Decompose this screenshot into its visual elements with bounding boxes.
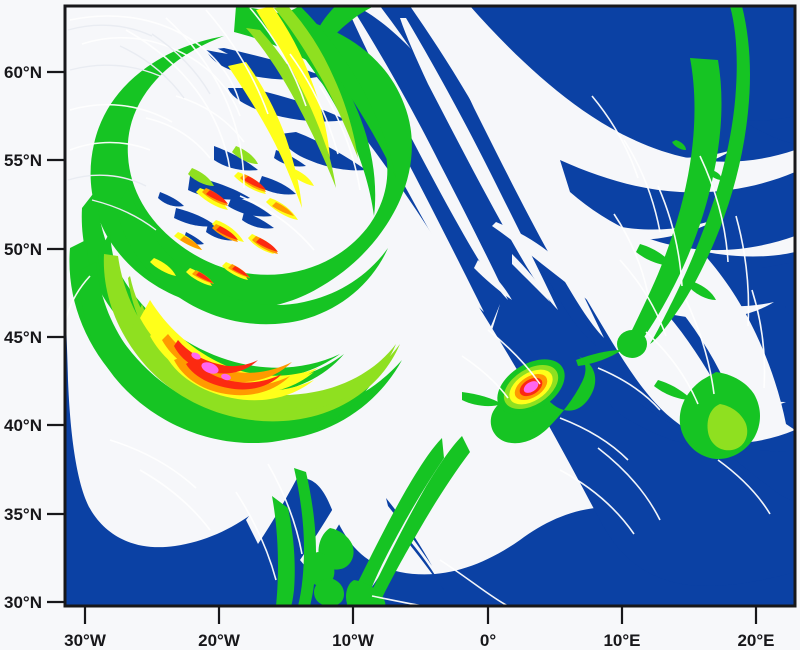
field-level-7-magenta <box>191 352 539 393</box>
x-tick-label: 0° <box>480 631 496 650</box>
y-tick-label: 60°N <box>4 63 42 82</box>
y-tick-40N: 40°N <box>4 416 65 435</box>
plot-frame <box>63 4 797 608</box>
y-tick-label: 55°N <box>4 151 42 170</box>
y-tick-label: 40°N <box>4 416 42 435</box>
y-tick-label: 50°N <box>4 240 42 259</box>
x-tick-label: 20°E <box>737 631 774 650</box>
x-tick-10E: 10°E <box>603 606 641 650</box>
y-tick-35N: 35°N <box>4 505 65 524</box>
x-axis: 30°W 20°W 10°W 0° 10°E 20°E <box>64 606 775 650</box>
x-tick-0: 0° <box>480 606 496 650</box>
x-tick-label: 10°W <box>332 631 375 650</box>
field-level-6-red <box>174 176 543 397</box>
y-tick-45N: 45°N <box>4 328 65 347</box>
contour-lines <box>65 7 771 606</box>
x-tick-20E: 20°E <box>737 606 775 650</box>
x-tick-10W: 10°W <box>332 606 375 650</box>
contour-lines-faint <box>67 24 211 231</box>
y-tick-30N: 30°N <box>4 593 65 612</box>
x-tick-label: 30°W <box>64 631 107 650</box>
x-tick-20W: 20°W <box>198 606 241 650</box>
x-tick-label: 10°E <box>603 631 640 650</box>
y-tick-label: 45°N <box>4 328 42 347</box>
y-tick-55N: 55°N <box>4 151 65 170</box>
y-tick-50N: 50°N <box>4 240 65 259</box>
y-axis: 60°N 55°N 50°N 45°N 40°N 35°N 30°N <box>4 63 65 612</box>
x-tick-30W: 30°W <box>64 606 107 650</box>
y-tick-label: 35°N <box>4 505 42 524</box>
y-tick-label: 30°N <box>4 593 42 612</box>
x-tick-label: 20°W <box>198 631 241 650</box>
plot-area <box>63 4 797 608</box>
y-tick-60N: 60°N <box>4 63 65 82</box>
